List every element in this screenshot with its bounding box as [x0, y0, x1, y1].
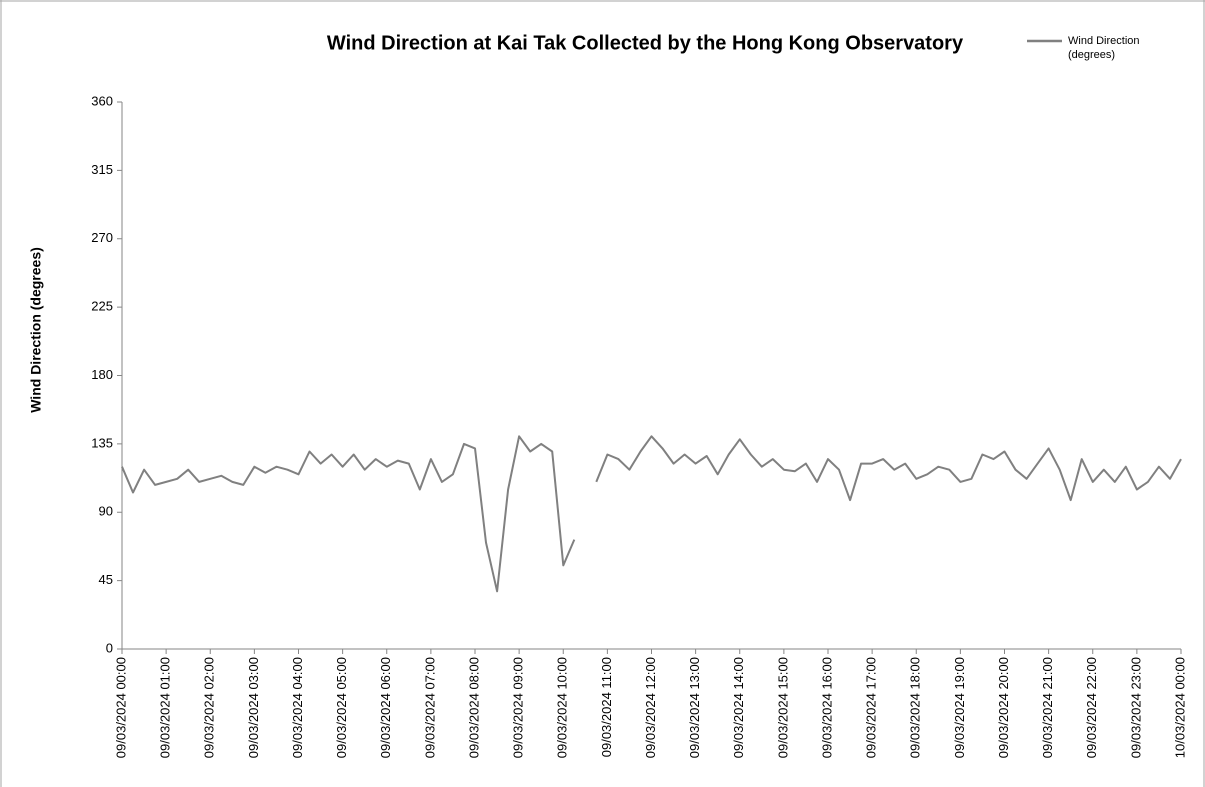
y-tick-label: 135 [91, 435, 113, 450]
y-tick-label: 90 [99, 504, 113, 519]
x-tick-label: 09/03/2024 00:00 [113, 657, 128, 758]
x-tick-label: 09/03/2024 11:00 [599, 657, 614, 757]
x-tick-label: 09/03/2024 12:00 [643, 657, 658, 758]
x-tick-label: 09/03/2024 06:00 [378, 657, 393, 758]
x-tick-label: 09/03/2024 17:00 [864, 657, 879, 758]
x-tick-label: 09/03/2024 23:00 [1128, 657, 1143, 758]
x-tick-label: 09/03/2024 05:00 [334, 657, 349, 758]
x-tick-label: 09/03/2024 08:00 [466, 657, 481, 758]
x-tick-label: 09/03/2024 22:00 [1084, 657, 1099, 758]
y-tick-label: 225 [91, 299, 113, 314]
x-tick-label: 09/03/2024 09:00 [511, 657, 526, 758]
x-tick-label: 10/03/2024 00:00 [1172, 657, 1187, 758]
x-tick-label: 09/03/2024 10:00 [555, 657, 570, 758]
y-axis-label: Wind Direction (degrees) [28, 247, 44, 413]
y-tick-label: 315 [91, 162, 113, 177]
y-tick-label: 270 [91, 230, 113, 245]
x-tick-label: 09/03/2024 14:00 [731, 657, 746, 758]
x-tick-label: 09/03/2024 13:00 [687, 657, 702, 758]
x-tick-label: 09/03/2024 18:00 [908, 657, 923, 758]
x-tick-label: 09/03/2024 04:00 [290, 657, 305, 758]
x-tick-label: 09/03/2024 07:00 [422, 657, 437, 758]
x-tick-label: 09/03/2024 03:00 [246, 657, 261, 758]
y-tick-label: 45 [99, 572, 113, 587]
x-tick-label: 09/03/2024 01:00 [158, 657, 173, 758]
x-tick-label: 09/03/2024 21:00 [1040, 657, 1055, 758]
chart-title: Wind Direction at Kai Tak Collected by t… [327, 32, 964, 54]
x-tick-label: 09/03/2024 20:00 [996, 657, 1011, 758]
x-tick-label: 09/03/2024 02:00 [202, 657, 217, 758]
y-tick-label: 0 [106, 640, 113, 655]
x-tick-label: 09/03/2024 16:00 [819, 657, 834, 758]
legend-label: Wind Direction (degrees) [1068, 35, 1140, 61]
x-tick-label: 09/03/2024 15:00 [775, 657, 790, 758]
x-tick-label: 09/03/2024 19:00 [952, 657, 967, 758]
y-tick-label: 180 [91, 367, 113, 382]
data-line [121, 435, 1182, 593]
y-tick-label: 360 [91, 93, 113, 108]
